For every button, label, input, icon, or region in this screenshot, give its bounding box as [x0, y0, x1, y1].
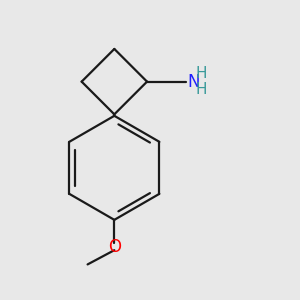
- Text: O: O: [108, 238, 121, 256]
- Text: N: N: [187, 73, 200, 91]
- Text: H: H: [196, 66, 208, 81]
- Text: H: H: [196, 82, 208, 98]
